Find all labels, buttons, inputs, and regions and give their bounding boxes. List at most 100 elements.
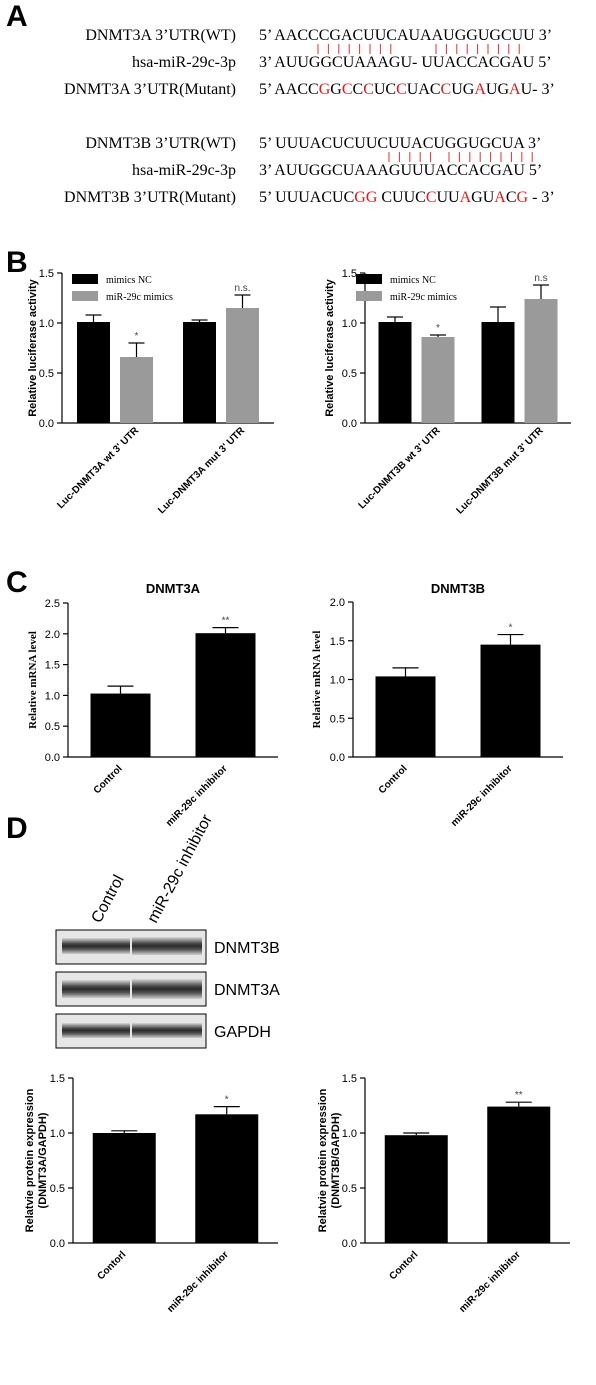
y-axis-label: Relatvie protein expression [24,1088,36,1232]
legend-label: mimics NC [390,275,436,286]
sequence-row-label: DNMT3B 3’UTR(WT) [85,135,236,152]
y-tick-label: 1.5 [342,1073,357,1085]
mutated-base: A [494,189,506,206]
x-tick-label: Luc-DNMT3B mut 3' UTR [454,425,546,517]
western-blot: Control miR-29c inhibitor DNMT3B DNMT3A … [55,811,280,1049]
bar [480,644,541,757]
y-tick-label: 1.0 [342,1128,357,1140]
bar [378,322,412,423]
sequence-alignment-panel: DNMT3A 3’UTR(WT) 5’ AACCCGACUUCAUAAUGGUGC… [64,27,555,206]
y-tick-label: 0.5 [39,368,54,380]
sequence-segment: - 3’ [528,189,555,206]
panel-letter-b: B [6,246,28,279]
sequence-row-label: DNMT3B 3’UTR(Mutant) [64,189,236,206]
sequence-segment: 5’ UUUACUC [259,189,354,206]
y-tick-label: 1.5 [50,1073,65,1085]
y-axis-label: Relatvie protein expression [317,1088,329,1232]
legend-swatch [72,291,98,301]
bar [421,337,455,423]
significance-label: * [436,323,440,334]
y-axis-label: (DNMT3B/GAPDH) [330,1112,342,1208]
sequence-text: 3’ AUUGGCUAAAGUUUACCACGAU 5’ [259,162,542,179]
mutated-base: GG [354,189,378,206]
chart-mrna-dnmt3b: 0.0 0.5 1.0 1.5 2.0 DNMT3B Relative mRNA level… [311,581,563,829]
y-tick-label: 1.0 [45,690,60,702]
significance-label: ** [515,1090,523,1101]
mutated-base: C [363,81,374,98]
legend-label: mimics NC [106,275,152,286]
significance-label: n.s [534,273,547,284]
y-tick-label: 0.5 [45,721,60,733]
y-tick-label: 1.0 [50,1128,65,1140]
mutated-base: C [426,189,437,206]
y-tick-label: 0.5 [342,1183,357,1195]
blot-band [62,980,130,998]
sequence-segment: 3’ AUUGGCUAAAGU- UUACCACGAU 5’ [259,54,552,71]
x-tick-label: Control [92,763,125,796]
sequence-text: 3’ AUUGGCUAAAGU- UUACCACGAU 5’ [259,54,552,71]
panel-letter-a: A [6,0,28,33]
chart-protein-dnmt3a: 0.0 0.5 1.0 1.5 Relatvie protein expression(… [24,1073,278,1315]
significance-label: n.s. [234,283,250,294]
chart-protein-dnmt3b: 0.0 0.5 1.0 1.5 Relatvie protein expression(… [317,1073,570,1315]
sequence-segment: C [353,81,364,98]
bar [481,322,515,423]
chart-title: DNMT3A [146,581,201,596]
sequence-segment: 5’ AACC [259,81,319,98]
blot-band [62,938,130,954]
x-tick-label: miR-29c inhibitor [457,1249,523,1315]
x-tick-label: Luc-DNMT3A mut 3' UTR [156,425,247,516]
y-tick-label: 1.0 [330,675,345,687]
mutated-base: G [517,189,529,206]
y-axis-label: (DNMT3A/GAPDH) [37,1112,49,1208]
sequence-segment: UC [374,81,396,98]
y-tick-label: 0.5 [330,713,345,725]
sequence-segment: 5’ AACCCGACUUCAUAAUGGUGCUU 3’ [259,27,552,44]
mutated-base: A [509,81,521,98]
x-tick-label: Luc-DNMT3B wt 3' UTR [357,425,444,512]
significance-label: * [135,331,139,342]
x-tick-label: Control [377,763,410,796]
x-tick-label: Contorl [95,1249,128,1282]
chart-mrna-dnmt3a: 0.0 0.5 1.0 1.5 2.0 2.5 DNMT3A Relative mRNA le… [27,581,278,829]
legend-swatch [356,274,382,284]
y-axis-label: Relative mRNA level [27,631,39,729]
blot-band [132,979,202,999]
blot-name-gapdh: GAPDH [214,1024,271,1041]
y-tick-label: 1.5 [342,268,357,280]
bar [183,322,216,423]
bar [92,1133,156,1243]
bar [524,299,558,423]
sequence-text: 5’ UUUACUCGG CUUCCUUAGUACG - 3’ [259,189,555,206]
sequence-row-label: hsa-miR-29c-3p [132,54,236,71]
blot-name-dnmt3a: DNMT3A [214,982,280,999]
panel-letter-d: D [6,812,28,845]
sequence-segment: CUUC [377,189,425,206]
significance-label: * [225,1095,229,1106]
x-tick-label: Contorl [387,1249,420,1282]
bar [487,1106,551,1243]
significance-label: * [509,623,513,634]
blot-band [132,1023,202,1038]
sequence-row-label: DNMT3A 3’UTR(WT) [85,27,236,44]
x-tick-label: Luc-DNMT3A wt 3' UTR [55,425,141,511]
chart-luciferase-dnmt3b: 0.0 0.5 1.0 1.5 Relative luciferase activity… [324,268,571,517]
blot-name-dnmt3b: DNMT3B [214,940,280,957]
sequence-segment: 5’ UUUACUCUUCUUACUGGUGCUA 3’ [259,135,541,152]
y-axis-label: Relative luciferase activity [27,278,39,416]
y-tick-label: 2.0 [330,597,345,609]
sequence-segment: UAC [407,81,441,98]
x-tick-label: miR-29c inhibitor [449,763,515,829]
panel-letter-c: C [6,566,28,599]
sequence-segment: G [330,81,342,98]
y-tick-label: 1.5 [330,636,345,648]
sequence-segment: C [506,189,517,206]
sequence-segment: UG [486,81,510,98]
mutated-base: C [342,81,353,98]
y-tick-label: 0.5 [342,368,357,380]
x-tick-label: miR-29c inhibitor [165,1249,231,1315]
legend-label: miR-29c mimics [390,292,457,303]
chart-title: DNMT3B [431,581,485,596]
